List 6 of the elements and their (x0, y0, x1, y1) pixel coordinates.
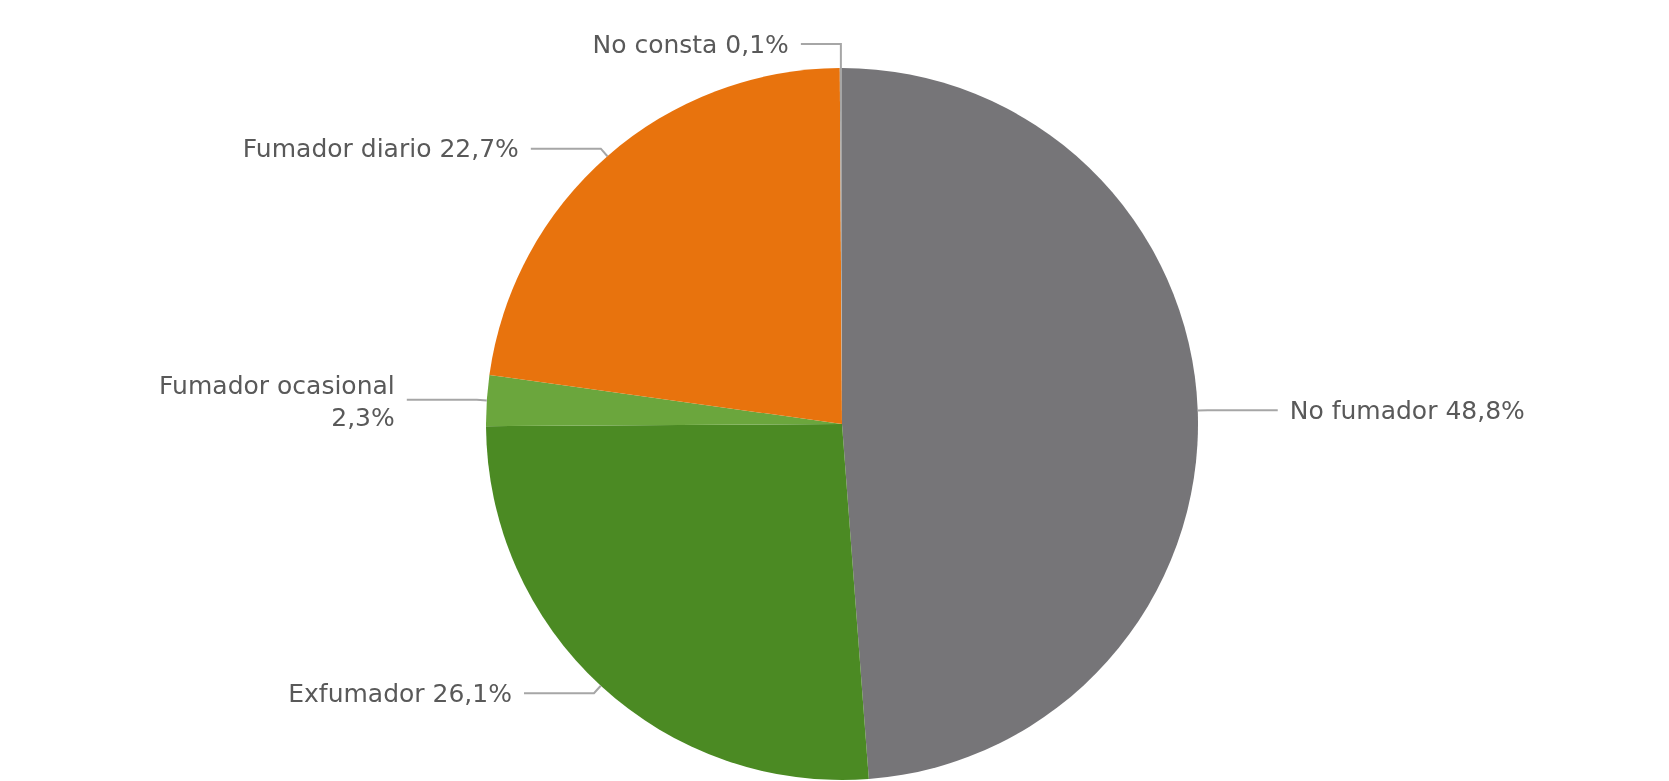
slice-label: Fumador diario 22,7% (242, 134, 519, 164)
slice-label: Fumador ocasional (159, 370, 395, 400)
slice-label: No fumador 48,8% (1289, 395, 1525, 425)
slice-label: No consta 0,1% (592, 29, 789, 59)
data-label: 2,3% (331, 402, 395, 432)
slice-label: Exfumador 26,1% (288, 678, 512, 708)
